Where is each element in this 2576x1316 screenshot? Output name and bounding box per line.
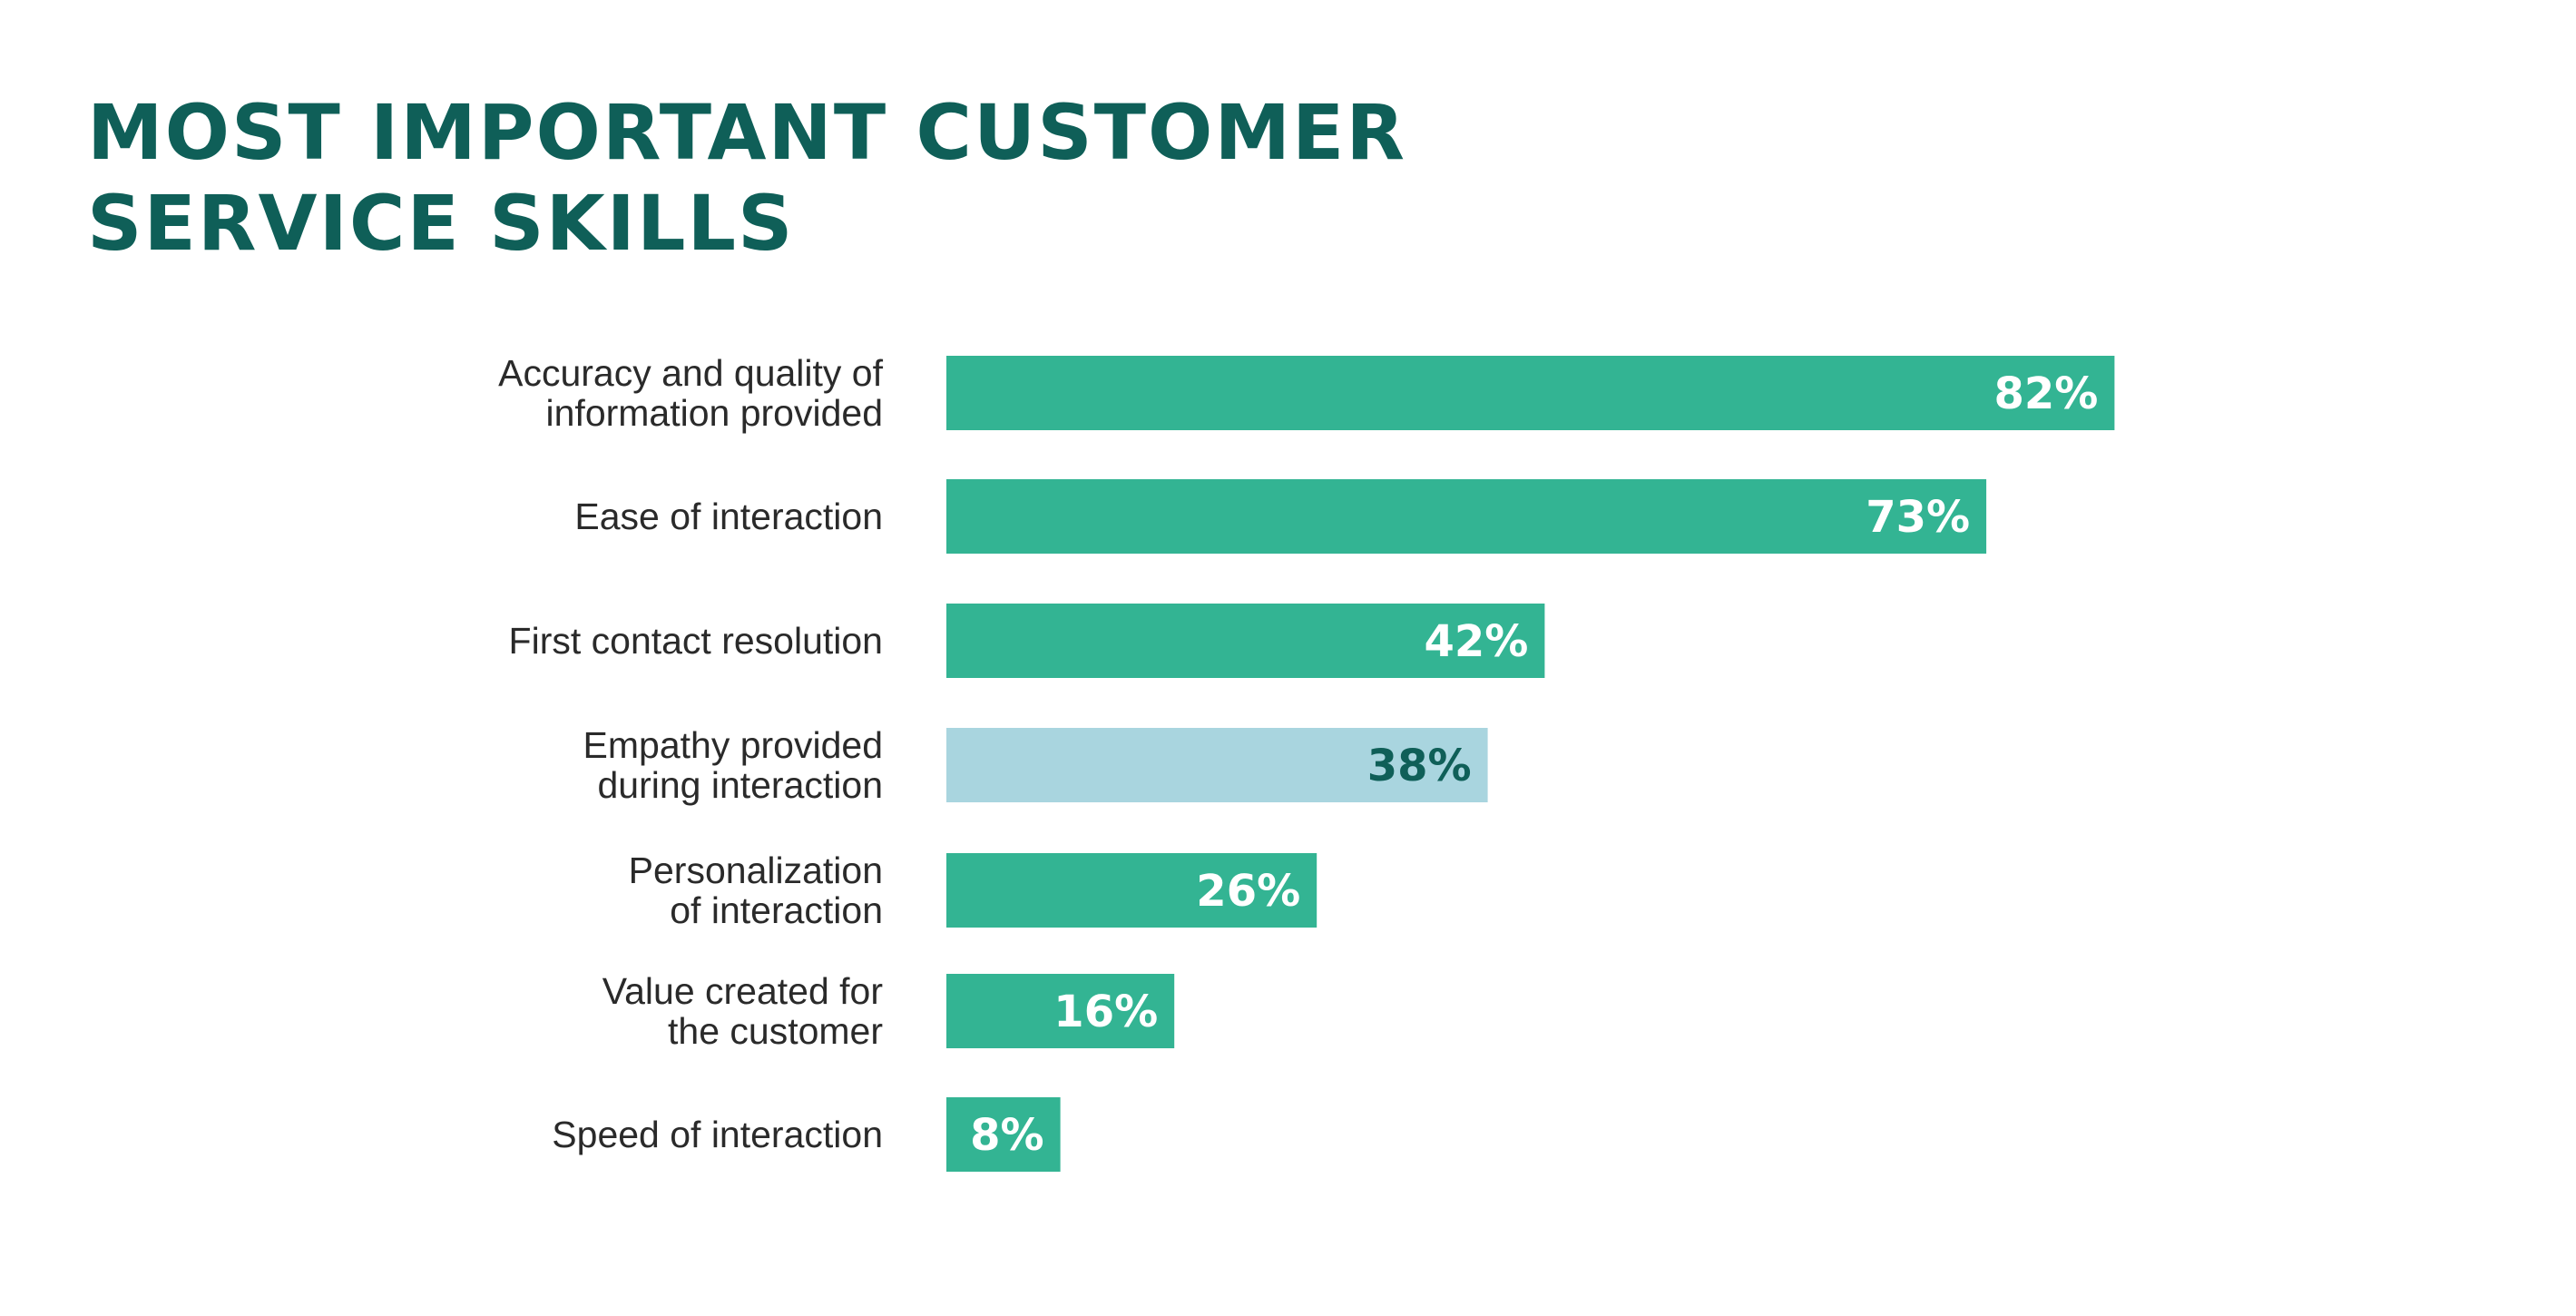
category-label-line: during interaction xyxy=(597,764,883,806)
bar-2 xyxy=(946,479,1987,554)
category-label-7: Speed of interaction xyxy=(552,1114,883,1155)
bar-5 xyxy=(946,853,1317,928)
category-label-1: Accuracy and quality of information provi… xyxy=(498,352,884,434)
category-label-line: Empathy provided xyxy=(583,724,883,766)
category-label-line: Accuracy and quality of xyxy=(498,352,884,394)
bar-6 xyxy=(946,974,1175,1048)
value-label-2: 73% xyxy=(1866,492,1970,543)
value-label-3: 42% xyxy=(1425,616,1529,667)
bar-4 xyxy=(946,728,1488,802)
category-label-line: Value created for xyxy=(602,970,883,1012)
category-label-3: First contact resolution xyxy=(509,620,883,662)
category-label-line: information provided xyxy=(546,392,883,434)
category-label-2: Ease of interaction xyxy=(574,496,883,537)
category-label-5: Personalization of interaction xyxy=(629,850,883,931)
chart-title: MOST IMPORTANT CUSTOMER SERVICE SKILLS xyxy=(87,88,1407,268)
category-label-line: First contact resolution xyxy=(509,620,883,662)
bar-3 xyxy=(946,604,1545,678)
category-label-6: Value created for the customer xyxy=(602,970,883,1052)
value-label-1: 82% xyxy=(1994,368,2099,419)
category-label-line: Ease of interaction xyxy=(574,496,883,537)
category-label-4: Empathy provided during interaction xyxy=(583,724,883,806)
category-label-line: of interaction xyxy=(670,889,883,931)
bar-7 xyxy=(946,1097,1061,1172)
category-label-line: Personalization xyxy=(629,850,883,891)
value-label-6: 16% xyxy=(1053,987,1158,1037)
category-label-line: Speed of interaction xyxy=(552,1114,883,1155)
bar-1 xyxy=(946,356,2115,430)
value-label-7: 8% xyxy=(970,1110,1044,1161)
value-label-4: 38% xyxy=(1367,741,1472,791)
category-label-line: the customer xyxy=(668,1010,883,1052)
value-label-5: 26% xyxy=(1196,866,1300,917)
